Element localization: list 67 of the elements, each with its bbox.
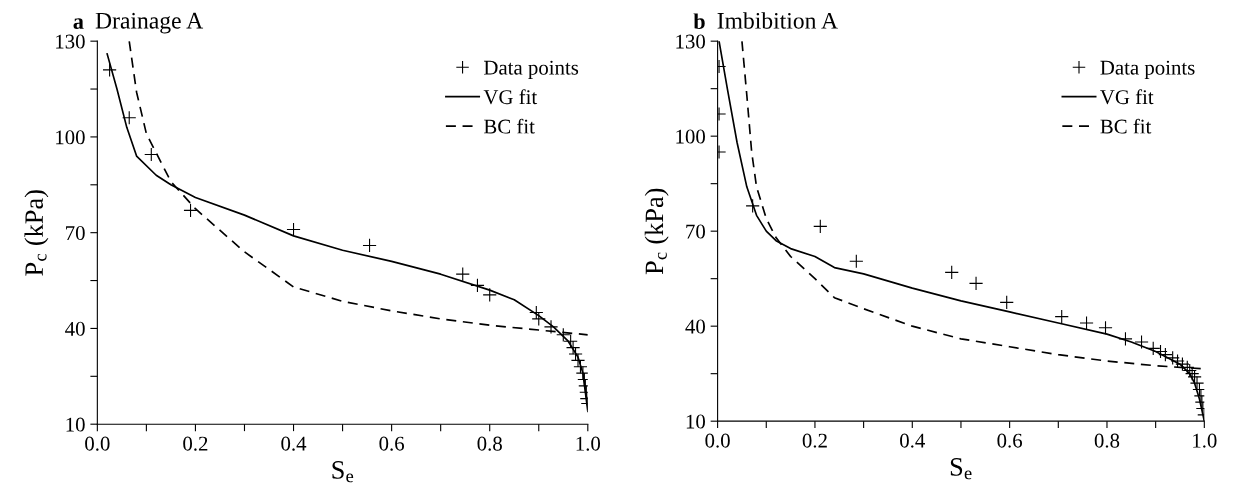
legend-label: VG fit: [483, 89, 538, 105]
x-tick-label: 0.8: [1094, 433, 1120, 448]
point: [183, 203, 198, 218]
point: [1170, 353, 1185, 369]
chart-title: a Drainage A: [73, 12, 204, 34]
point: [1189, 376, 1205, 391]
point: [968, 276, 984, 291]
chart-title: b Imbibition A: [693, 12, 838, 30]
x-tick-label: 0.0: [85, 436, 110, 451]
y-tick-label: 70: [66, 226, 85, 241]
x-tick-label: 0.2: [802, 433, 827, 448]
x-tick-label: 1.0: [576, 436, 601, 451]
point: [944, 265, 959, 280]
y-tick-label: 70: [686, 224, 705, 239]
x-tick-label: 1.0: [1193, 433, 1217, 448]
point: [1158, 347, 1173, 362]
point: [849, 254, 864, 269]
point: [543, 319, 559, 334]
x-tick-label: 0.6: [997, 433, 1023, 448]
x-tick-label: 0.2: [183, 436, 208, 451]
point: [568, 346, 583, 362]
point: [529, 305, 544, 320]
x-axis-title: S$_{e}$: [332, 461, 354, 483]
point: [1098, 320, 1113, 335]
legend-label: Data points: [483, 60, 579, 79]
x-tick-label: 0.6: [379, 436, 405, 451]
x-tick-label: 0.4: [281, 436, 307, 451]
y-tick-label: 40: [685, 319, 705, 334]
x-tick-label: 0.0: [705, 433, 730, 448]
point: [1175, 357, 1190, 372]
legend-label: VG fit: [1100, 89, 1154, 105]
point: [1054, 309, 1069, 324]
point: [531, 311, 546, 327]
legend-label: BC fit: [1100, 118, 1152, 134]
point: [813, 219, 828, 234]
y-tick-label: 100: [56, 130, 85, 145]
point: [575, 365, 588, 381]
point: [482, 287, 497, 303]
legend-label: Data points: [1100, 60, 1195, 79]
y-axis-title: P$_{c}$ (kPa): [644, 188, 669, 275]
point: [286, 222, 301, 237]
y-tick-label: 40: [65, 321, 85, 336]
point: [1134, 334, 1149, 350]
point: [102, 62, 117, 78]
point: [144, 147, 159, 162]
y-tick-label: 10: [686, 414, 705, 429]
point: [573, 359, 588, 374]
point: [470, 278, 485, 293]
y-axis-title: P$_{c}$ (kPa): [24, 190, 49, 276]
point: [570, 353, 586, 368]
x-tick-label: 0.4: [900, 433, 925, 448]
point: [362, 238, 377, 253]
point: [455, 267, 470, 282]
y-tick-label: 10: [66, 417, 85, 432]
point: [565, 340, 581, 355]
point: [1079, 315, 1094, 331]
legend-label: BC fit: [483, 118, 535, 134]
point: [122, 110, 137, 125]
y-tick-label: 100: [676, 129, 705, 144]
point: [999, 295, 1014, 310]
x-tick-label: 0.8: [477, 436, 502, 451]
y-tick-label: 130: [56, 34, 85, 49]
point: [745, 198, 760, 213]
point: [1192, 382, 1205, 397]
point: [556, 327, 571, 342]
y-tick-label: 130: [676, 34, 705, 49]
x-axis-title: S$_{e}$: [950, 458, 972, 480]
